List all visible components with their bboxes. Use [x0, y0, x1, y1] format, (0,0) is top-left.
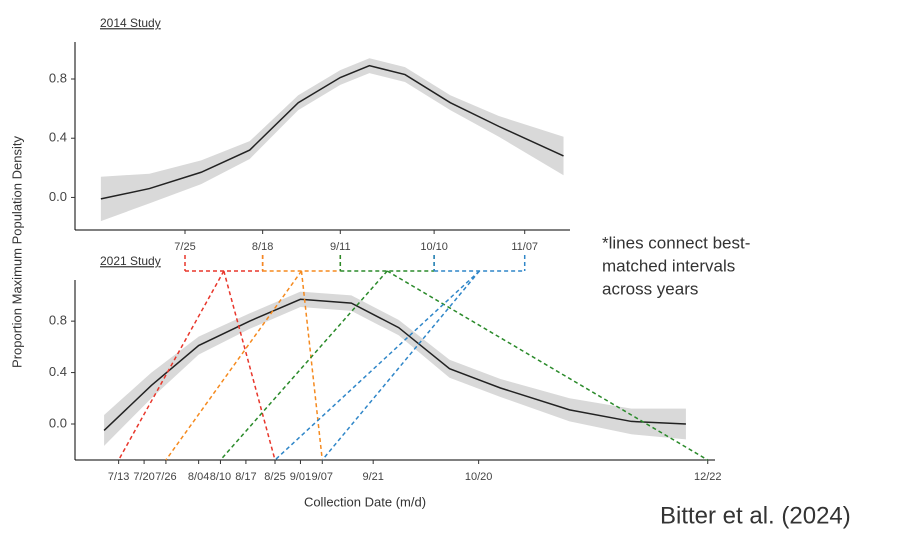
x-tick-label: 9/11: [330, 241, 351, 253]
y-tick-label: 0.4: [49, 364, 67, 379]
trend-line: [100, 64, 564, 200]
x-tick-label: 9/21: [362, 471, 383, 483]
x-tick-label: 8/18: [252, 241, 273, 253]
x-tick-label: 8/10: [210, 471, 231, 483]
y-tick-label: 0.0: [49, 415, 67, 430]
x-tick-label: 7/20: [133, 471, 154, 483]
x-tick-label: 10/10: [420, 241, 448, 253]
confidence-band: [104, 291, 686, 446]
x-tick-label: 10/20: [465, 471, 493, 483]
x-tick-label: 7/13: [108, 471, 129, 483]
match-link: [274, 270, 480, 461]
x-tick-label: 7/25: [174, 241, 195, 253]
x-tick-label: 11/07: [511, 241, 538, 253]
match-link: [165, 270, 303, 461]
citation: Bitter et al. (2024): [660, 502, 851, 529]
x-tick-label: 9/01: [290, 471, 311, 483]
match-link: [321, 270, 480, 461]
x-tick-label: 8/25: [264, 471, 285, 483]
note-line: *lines connect best-: [602, 233, 750, 252]
x-tick-label: 9/07: [312, 471, 333, 483]
note-line: matched intervals: [602, 256, 735, 275]
match-link: [386, 270, 709, 461]
y-tick-label: 0.8: [49, 313, 67, 328]
y-axis-label: Proportion Maximum Population Density: [9, 136, 24, 368]
confidence-band: [100, 58, 564, 222]
trend-line: [103, 298, 686, 431]
panel-title: 2021 Study: [100, 254, 161, 268]
x-tick-label: 7/26: [155, 471, 176, 483]
match-link: [219, 270, 388, 461]
x-tick-label: 12/22: [694, 471, 722, 483]
match-link: [223, 270, 276, 461]
x-tick-label: 8/17: [235, 471, 256, 483]
x-tick-label: 8/04: [188, 471, 209, 483]
match-link: [117, 270, 225, 461]
x-axis-label: Collection Date (m/d): [304, 494, 426, 509]
panel-title: 2014 Study: [100, 16, 161, 30]
match-link: [300, 270, 324, 461]
note-line: across years: [602, 279, 698, 298]
y-tick-label: 0.4: [49, 130, 67, 145]
y-tick-label: 0.0: [49, 189, 67, 204]
y-tick-label: 0.8: [49, 70, 67, 85]
